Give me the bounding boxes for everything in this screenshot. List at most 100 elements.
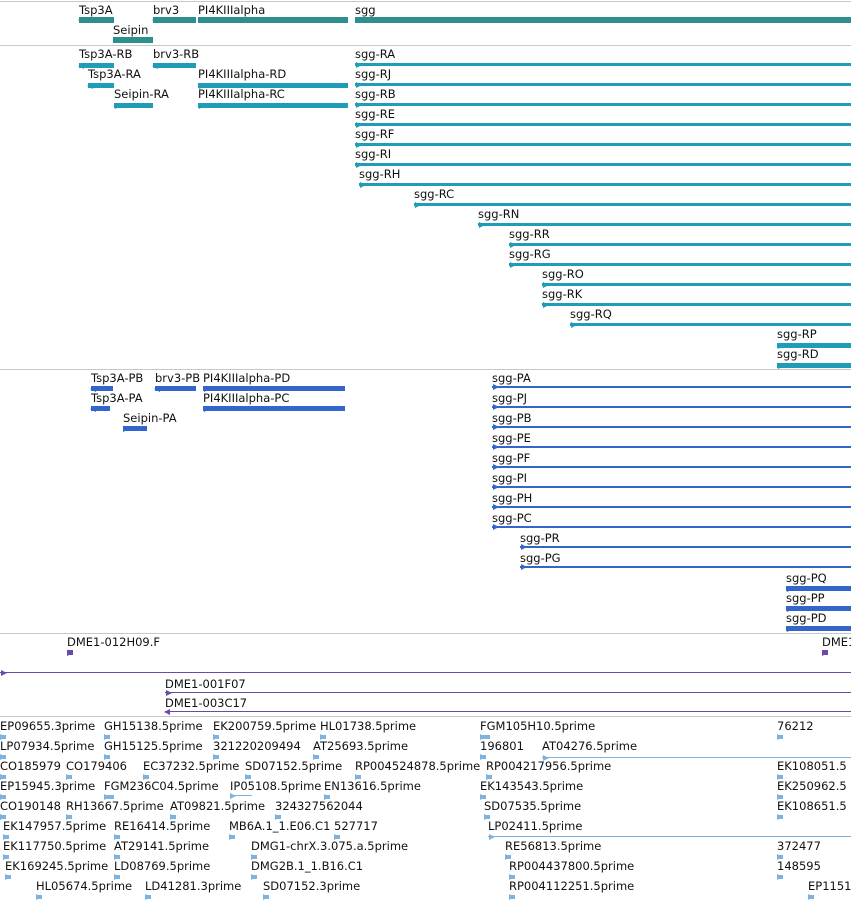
protein-feature-glyph[interactable] [203,406,345,411]
est-feature-label: EK108651.5 [777,799,847,813]
transcript-feature-glyph[interactable] [359,183,851,186]
strand-right-arrow-icon [230,792,236,799]
strand-left-arrow-icon [78,17,84,23]
protein-feature-glyph[interactable] [123,426,147,431]
protein-feature-label: Tsp3A-PB [91,371,144,385]
est-feature-label: DMG1-chrX.3.075.a.5prime [251,839,409,853]
protein-feature-glyph[interactable] [492,506,851,508]
est-feature-label: EP1151 [808,879,851,893]
protein-feature-label: sgg-PJ [492,391,528,405]
clone-feature-glyph[interactable] [0,672,851,673]
strand-right-arrow-icon [204,405,210,412]
strand-right-arrow-icon [313,754,319,760]
transcript-feature-label: sgg-RD [777,347,819,361]
transcript-feature-label: sgg-RO [542,267,584,281]
protein-feature-glyph[interactable] [786,626,851,631]
est-feature-glyph[interactable] [488,836,851,837]
strand-right-arrow-icon [787,625,793,632]
strand-right-arrow-icon [415,201,421,208]
est-feature-label: LD08769.5prime [114,859,211,873]
est-feature-label: MB6A.1_1.E06.C1 [229,819,331,833]
protein-feature-glyph[interactable] [520,546,851,548]
protein-feature-glyph[interactable] [91,406,110,411]
transcript-feature-label: PI4KIIIalpha-RC [198,87,285,101]
clone-feature-glyph[interactable] [165,711,851,712]
transcript-feature-glyph[interactable] [509,263,851,266]
protein-feature-glyph[interactable] [492,526,851,528]
strand-left-arrow-icon [152,62,158,69]
transcript-feature-glyph[interactable] [542,283,851,286]
transcript-feature-glyph[interactable] [478,223,851,226]
transcript-feature-glyph[interactable] [355,143,851,146]
strand-right-arrow-icon [493,484,499,490]
protein-feature-glyph[interactable] [203,386,345,391]
transcript-feature-glyph[interactable] [570,323,851,326]
transcript-feature-glyph[interactable] [355,103,851,106]
transcript-feature-glyph[interactable] [79,63,114,68]
strand-right-arrow-icon [229,834,235,840]
strand-right-arrow-icon [571,321,577,328]
protein-feature-label: sgg-PA [492,371,531,385]
protein-feature-glyph[interactable] [786,606,851,611]
gene-feature-glyph[interactable] [198,17,348,23]
clone-feature-glyph[interactable] [165,692,851,693]
transcript-feature-label: sgg-RK [542,287,583,301]
strand-right-arrow-icon [486,774,492,780]
protein-feature-glyph[interactable] [155,386,196,391]
est-feature-glyph[interactable] [542,757,851,758]
est-feature-glyph[interactable] [230,795,252,796]
protein-feature-glyph[interactable] [492,426,851,428]
protein-feature-glyph[interactable] [492,406,851,408]
strand-right-arrow-icon [356,101,362,108]
gene-feature-label: Seipin [113,23,149,37]
separator-top [0,1,851,2]
strand-right-arrow-icon [3,834,9,840]
transcript-feature-label: Tsp3A-RB [79,47,133,61]
protein-feature-glyph[interactable] [91,386,113,391]
est-feature-label: 148595 [777,859,821,873]
strand-right-arrow-icon [480,754,486,760]
transcript-feature-glyph[interactable] [88,83,114,88]
est-feature-label: SD07152.3prime [263,879,361,893]
strand-right-arrow-icon [104,734,110,740]
transcript-feature-glyph[interactable] [355,163,851,166]
gene-feature-glyph[interactable] [79,17,114,23]
strand-right-arrow-icon [114,834,120,840]
transcript-feature-glyph[interactable] [355,123,851,126]
transcript-feature-glyph[interactable] [355,83,851,86]
strand-right-arrow-icon [3,854,9,860]
protein-feature-glyph[interactable] [492,386,851,388]
transcript-feature-glyph[interactable] [355,63,851,66]
protein-feature-glyph[interactable] [492,486,851,488]
transcript-feature-label: sgg-RC [414,187,455,201]
transcript-feature-glyph[interactable] [114,103,153,108]
transcript-feature-label: sgg-RR [509,227,550,241]
est-feature-label: AT25693.5prime [313,739,409,753]
protein-feature-glyph[interactable] [492,446,851,448]
transcript-feature-glyph[interactable] [777,343,851,348]
transcript-feature-glyph[interactable] [198,83,348,88]
transcript-feature-glyph[interactable] [777,363,851,368]
strand-right-arrow-icon [493,504,499,510]
transcript-feature-glyph[interactable] [198,103,348,108]
protein-feature-glyph[interactable] [492,466,851,468]
est-feature-label: CO179406 [66,759,127,773]
gene-feature-label: sgg [355,3,376,17]
gene-feature-glyph[interactable] [113,37,153,43]
strand-right-arrow-icon [510,241,516,248]
transcript-feature-glyph[interactable] [509,243,851,246]
strand-right-arrow-icon [114,874,120,880]
gene-feature-glyph[interactable] [355,17,851,23]
strand-right-arrow-icon [67,649,73,656]
protein-feature-label: Seipin-PA [123,411,177,425]
transcript-feature-glyph[interactable] [542,303,851,306]
protein-feature-glyph[interactable] [520,566,851,568]
strand-right-arrow-icon [213,754,219,760]
transcript-feature-glyph[interactable] [414,203,851,206]
transcript-feature-glyph[interactable] [153,63,196,68]
gene-feature-glyph[interactable] [153,17,196,23]
strand-right-arrow-icon [320,734,326,740]
protein-feature-glyph[interactable] [786,586,851,591]
gene-feature-label: Tsp3A [79,3,113,17]
strand-right-arrow-icon [170,814,176,820]
